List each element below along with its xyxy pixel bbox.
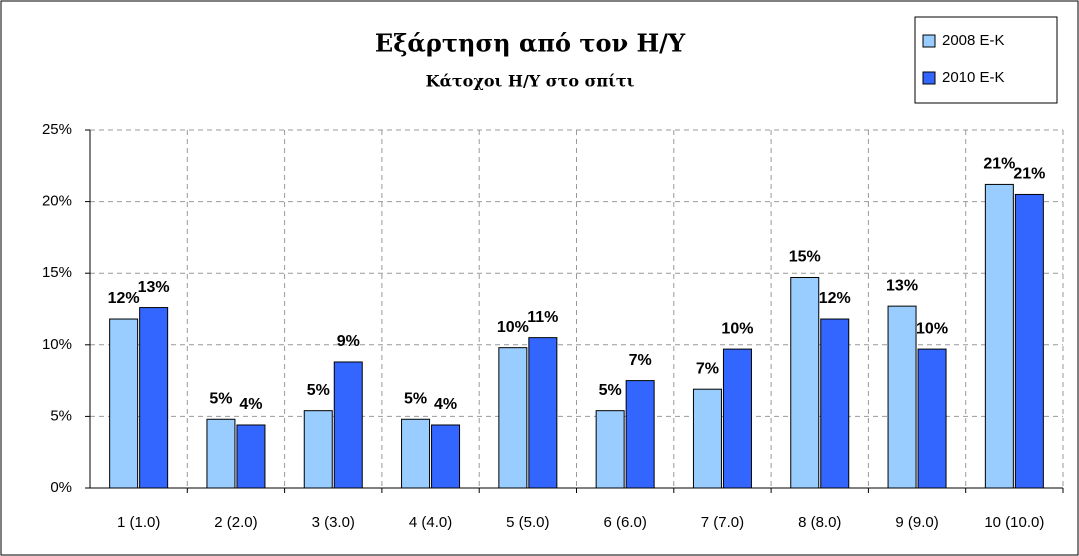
bar xyxy=(692,388,722,489)
x-tick-label: 6 (6.0) xyxy=(603,514,646,531)
bar xyxy=(498,347,528,489)
x-tick-label: 8 (8.0) xyxy=(798,514,841,531)
legend-label: 2010 E-K xyxy=(942,69,1005,86)
bar xyxy=(1014,193,1044,489)
bar xyxy=(917,348,947,489)
bar xyxy=(303,410,333,489)
value-label: 10% xyxy=(497,319,529,336)
value-label: 12% xyxy=(819,290,851,307)
value-label: 10% xyxy=(721,320,753,337)
chart-title: Εξάρτηση από τον Η/Υ xyxy=(375,29,686,58)
value-label: 5% xyxy=(599,382,622,399)
bar xyxy=(722,348,752,489)
y-tick-label: 10% xyxy=(42,336,72,353)
bar xyxy=(206,418,236,489)
value-label: 5% xyxy=(209,390,232,407)
bar xyxy=(790,276,820,489)
value-label: 7% xyxy=(696,360,719,377)
x-tick-label: 5 (5.0) xyxy=(506,514,549,531)
bar xyxy=(625,380,655,489)
value-label: 21% xyxy=(983,156,1015,173)
value-label: 5% xyxy=(307,382,330,399)
value-label: 7% xyxy=(629,352,652,369)
value-label: 11% xyxy=(527,309,558,326)
x-tick-label: 4 (4.0) xyxy=(409,514,452,531)
x-tick-label: 1 (1.0) xyxy=(117,514,160,531)
y-tick-label: 20% xyxy=(42,193,72,210)
bar xyxy=(431,424,461,489)
x-tick-label: 2 (2.0) xyxy=(214,514,257,531)
value-label: 21% xyxy=(1013,166,1045,183)
y-tick-label: 5% xyxy=(50,407,72,424)
y-tick-label: 25% xyxy=(42,121,72,138)
legend-swatch xyxy=(922,34,936,48)
x-tick-label: 9 (9.0) xyxy=(895,514,938,531)
value-label: 9% xyxy=(337,333,360,350)
value-label: 12% xyxy=(108,290,140,307)
value-label: 13% xyxy=(138,279,170,296)
y-tick-label: 15% xyxy=(42,264,72,281)
value-label: 10% xyxy=(916,320,948,337)
bar xyxy=(109,318,139,489)
y-tick-label: 0% xyxy=(50,479,72,496)
bar xyxy=(984,183,1014,489)
bar xyxy=(595,410,625,489)
value-label: 4% xyxy=(434,396,457,413)
bar xyxy=(887,305,917,489)
bar xyxy=(139,307,169,489)
value-label: 4% xyxy=(239,396,262,413)
bar xyxy=(528,337,558,489)
legend-swatch xyxy=(922,71,936,85)
bar xyxy=(333,361,363,489)
x-tick-label: 7 (7.0) xyxy=(701,514,744,531)
x-tick-label: 10 (10.0) xyxy=(984,514,1044,531)
value-label: 15% xyxy=(789,249,821,266)
legend-box xyxy=(914,16,1058,104)
x-tick-label: 3 (3.0) xyxy=(312,514,355,531)
chart-subtitle: Κάτοχοι Η/Υ στο σπίτι xyxy=(426,72,635,91)
bar xyxy=(401,418,431,489)
bar xyxy=(236,424,266,489)
bar xyxy=(820,318,850,489)
value-label: 5% xyxy=(404,390,427,407)
value-label: 13% xyxy=(886,277,918,294)
legend-label: 2008 E-K xyxy=(942,32,1005,49)
